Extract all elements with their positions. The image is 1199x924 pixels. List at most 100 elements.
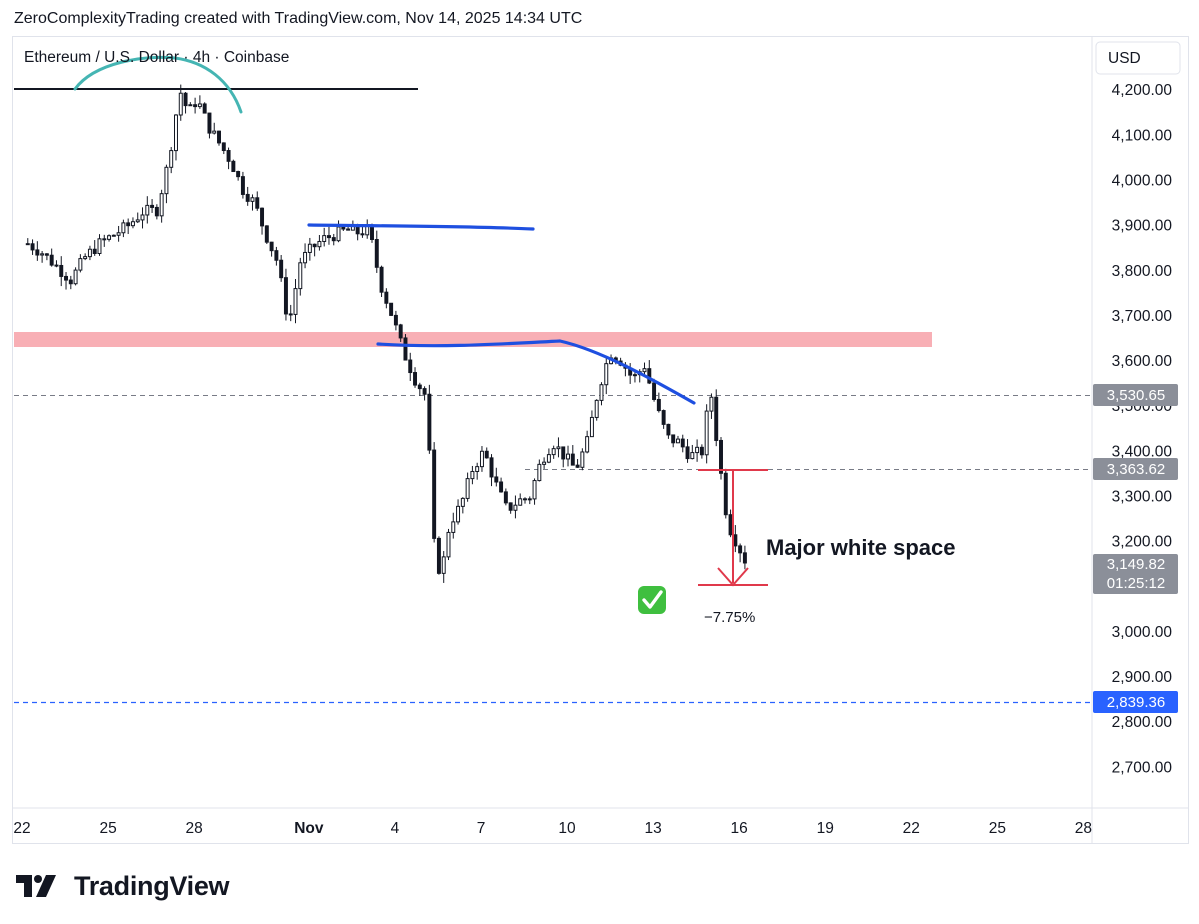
candle-body: [164, 166, 169, 195]
candle-body: [202, 103, 207, 114]
candle-body: [652, 382, 657, 400]
candle-body: [212, 130, 217, 134]
bar-countdown-text: 01:25:12: [1107, 575, 1165, 592]
resistance-zone[interactable]: [14, 332, 932, 347]
candle-body: [255, 197, 260, 209]
candle-body: [570, 453, 575, 466]
candle-body: [680, 438, 685, 448]
price-tick-label: 3,700.00: [1112, 308, 1173, 325]
candle-body: [656, 398, 661, 412]
time-tick-label: 22: [903, 820, 920, 837]
candle-body: [379, 266, 384, 293]
time-tick-label: 28: [1075, 820, 1092, 837]
candle-body: [403, 337, 408, 361]
candle-body: [484, 450, 489, 459]
candle-body: [393, 314, 398, 326]
currency-button-box[interactable]: [1095, 41, 1181, 75]
time-tick-label: 25: [989, 820, 1006, 837]
candle-body: [470, 470, 475, 480]
price-tick-label: 4,100.00: [1112, 127, 1173, 144]
candle-body: [704, 410, 709, 456]
candle-body: [298, 262, 303, 290]
price-tick-label: 3,800.00: [1112, 263, 1173, 280]
candle-body: [566, 453, 570, 460]
candle-body: [83, 256, 88, 260]
tradingview-logo[interactable]: TradingView: [16, 866, 230, 906]
candle-body: [107, 235, 112, 240]
candle-body: [422, 388, 427, 395]
chart-snapshot-header: ZeroComplexityTrading created with Tradi…: [14, 10, 583, 27]
percent-change-text: −7.75%: [704, 609, 755, 626]
time-axis[interactable]: 22 25 28 Nov 4 7 10 13 16 19 22 25 28: [13, 820, 1092, 837]
candle-body: [274, 250, 279, 261]
candle-body: [188, 104, 193, 107]
candle-body: [87, 248, 92, 258]
candle-body: [446, 531, 451, 558]
candle-body: [126, 222, 131, 227]
candle-body: [326, 235, 331, 239]
candle-body: [575, 464, 580, 468]
candle-body: [441, 556, 446, 574]
time-tick-label: 25: [99, 820, 116, 837]
time-tick-label: 19: [817, 820, 834, 837]
candle-body: [714, 396, 719, 441]
candle-body: [475, 466, 480, 472]
candle-body: [661, 410, 666, 425]
candle-body: [44, 253, 49, 256]
candle-body: [140, 214, 145, 221]
candlestick-series: [25, 84, 747, 583]
candle-body: [288, 313, 293, 316]
candle-body: [312, 243, 317, 248]
current-price-badge: 3,149.82 01:25:12: [1093, 554, 1178, 594]
price-axis[interactable]: 4,200.00 4,100.00 4,000.00 3,900.00 3,800.00…: [1112, 82, 1173, 776]
candle-body: [513, 504, 518, 511]
level-badge-mid: 3,363.62: [1093, 458, 1178, 480]
time-tick-label: 22: [13, 820, 30, 837]
candle-body: [460, 497, 465, 507]
candle-body: [580, 451, 585, 468]
candle-body: [632, 374, 637, 377]
candle-body: [346, 228, 351, 231]
candle-body: [336, 226, 341, 242]
candle-body: [92, 248, 97, 255]
candle-body: [709, 396, 714, 412]
candle-body: [546, 454, 551, 463]
price-tick-label: 3,200.00: [1112, 534, 1173, 551]
time-tick-label: 28: [186, 820, 203, 837]
price-tick-label: 3,900.00: [1112, 218, 1173, 235]
teal-top-arc-drawing[interactable]: [73, 55, 243, 114]
candle-body: [25, 243, 30, 246]
candle-body: [561, 446, 566, 460]
candle-body: [279, 259, 284, 279]
svg-text:2,839.36: 2,839.36: [1107, 694, 1165, 711]
currency-label: USD: [1108, 50, 1141, 67]
candle-body: [307, 243, 312, 253]
candle-body: [594, 399, 599, 418]
blue-dome-curve[interactable]: [376, 339, 696, 405]
time-tick-label: 7: [477, 820, 486, 837]
price-tick-label: 3,400.00: [1112, 443, 1173, 460]
candle-body: [738, 545, 743, 554]
candle-body: [494, 476, 499, 483]
candle-body: [723, 472, 728, 516]
candle-body: [556, 446, 561, 450]
candle-body: [604, 363, 609, 386]
blue-range-top-line[interactable]: [307, 223, 535, 231]
check-mark-emoji-icon: [638, 586, 666, 614]
candle-body: [35, 249, 40, 256]
candle-body: [389, 302, 394, 316]
candle-body: [135, 219, 140, 223]
measure-arrow-drawing[interactable]: [698, 469, 768, 587]
candle-body: [150, 204, 155, 208]
candle-body: [130, 221, 135, 227]
candle-body: [250, 197, 255, 202]
candle-body: [169, 150, 174, 168]
candle-body: [542, 461, 547, 465]
candle-body: [111, 234, 116, 237]
candle-body: [317, 240, 322, 248]
candle-body: [226, 150, 231, 162]
candle-body: [666, 423, 671, 436]
candle-body: [360, 233, 365, 236]
current-price-text: 3,149.82: [1107, 556, 1165, 573]
